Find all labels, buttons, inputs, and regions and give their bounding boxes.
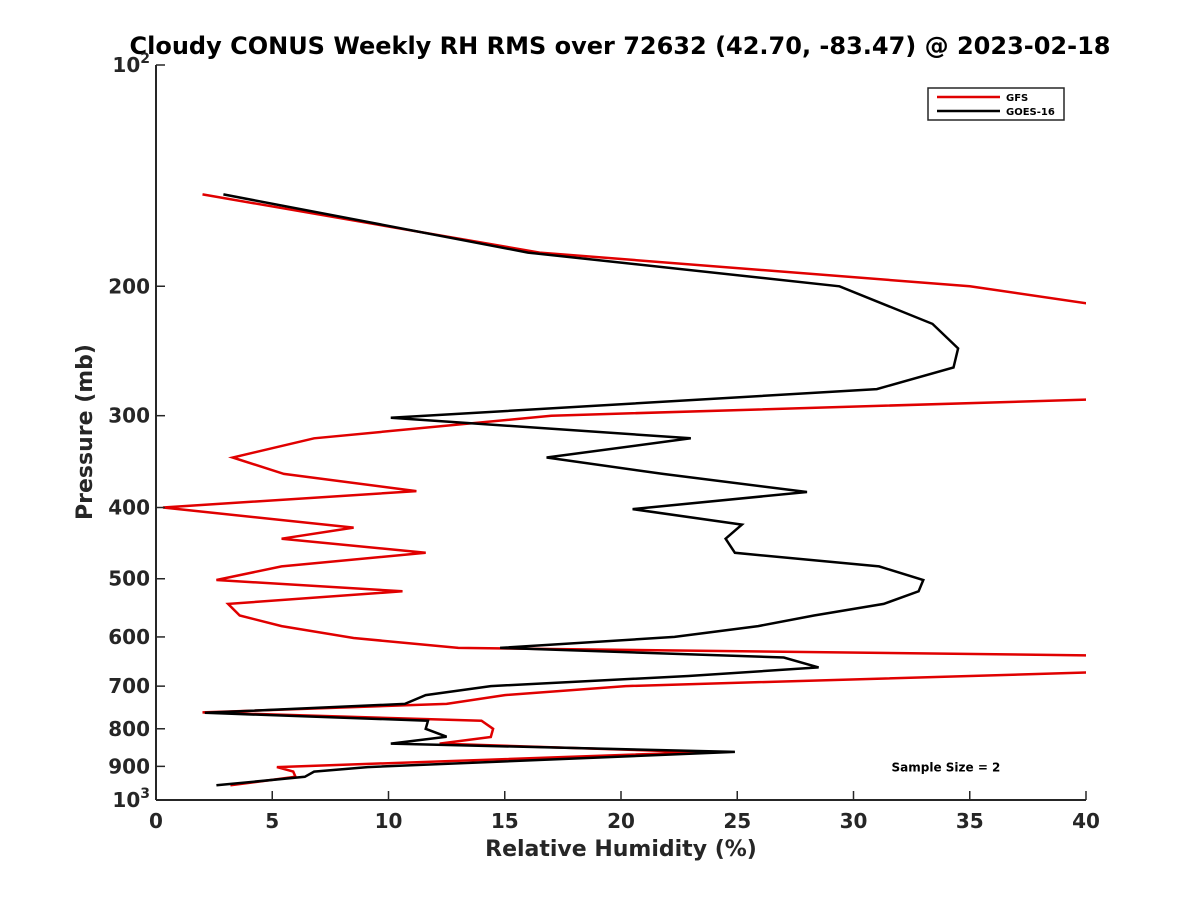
x-axis-label: Relative Humidity (%) [485, 837, 757, 862]
y-axis-ticks: 102 200 300 400 500 600 700 800 900 103 [108, 51, 165, 812]
x-axis-ticks: 0 5 10 15 20 25 30 35 40 [149, 791, 1100, 833]
series-line-gfs [162, 193, 1086, 787]
y-tick-label: 600 [108, 625, 150, 649]
y-tick-label: 500 [108, 567, 150, 591]
legend-label-goes-16: GOES-16 [1006, 107, 1055, 118]
series-line-goes-16 [204, 193, 960, 787]
y-tick-label: 700 [108, 674, 150, 698]
x-tick-label: 30 [840, 809, 868, 833]
legend-box [927, 87, 1065, 121]
x-tick-label: 10 [375, 809, 403, 833]
x-tick-label: 5 [265, 809, 279, 833]
legend-label-gfs: GFS [1006, 93, 1028, 104]
y-tick-label: 800 [108, 717, 150, 741]
y-tick-label: 102 [112, 51, 150, 77]
x-tick-label: 15 [491, 809, 519, 833]
y-tick-label: 103 [112, 786, 150, 812]
y-tick-label: 900 [108, 754, 150, 778]
x-tick-label: 0 [149, 809, 163, 833]
x-tick-label: 25 [723, 809, 751, 833]
y-tick-label: 400 [108, 496, 150, 520]
y-axis-label: Pressure (mb) [73, 344, 98, 520]
y-tick-label: 200 [108, 274, 150, 298]
x-tick-label: 20 [607, 809, 635, 833]
x-tick-label: 40 [1072, 809, 1100, 833]
series-layer [162, 193, 1086, 787]
x-tick-label: 35 [956, 809, 984, 833]
y-tick-label: 300 [108, 404, 150, 428]
chart-title: Cloudy CONUS Weekly RH RMS over 72632 (4… [130, 32, 1111, 60]
legend: GFS GOES-16 [927, 87, 1065, 121]
sample-size-annotation: Sample Size = 2 [892, 760, 1001, 774]
